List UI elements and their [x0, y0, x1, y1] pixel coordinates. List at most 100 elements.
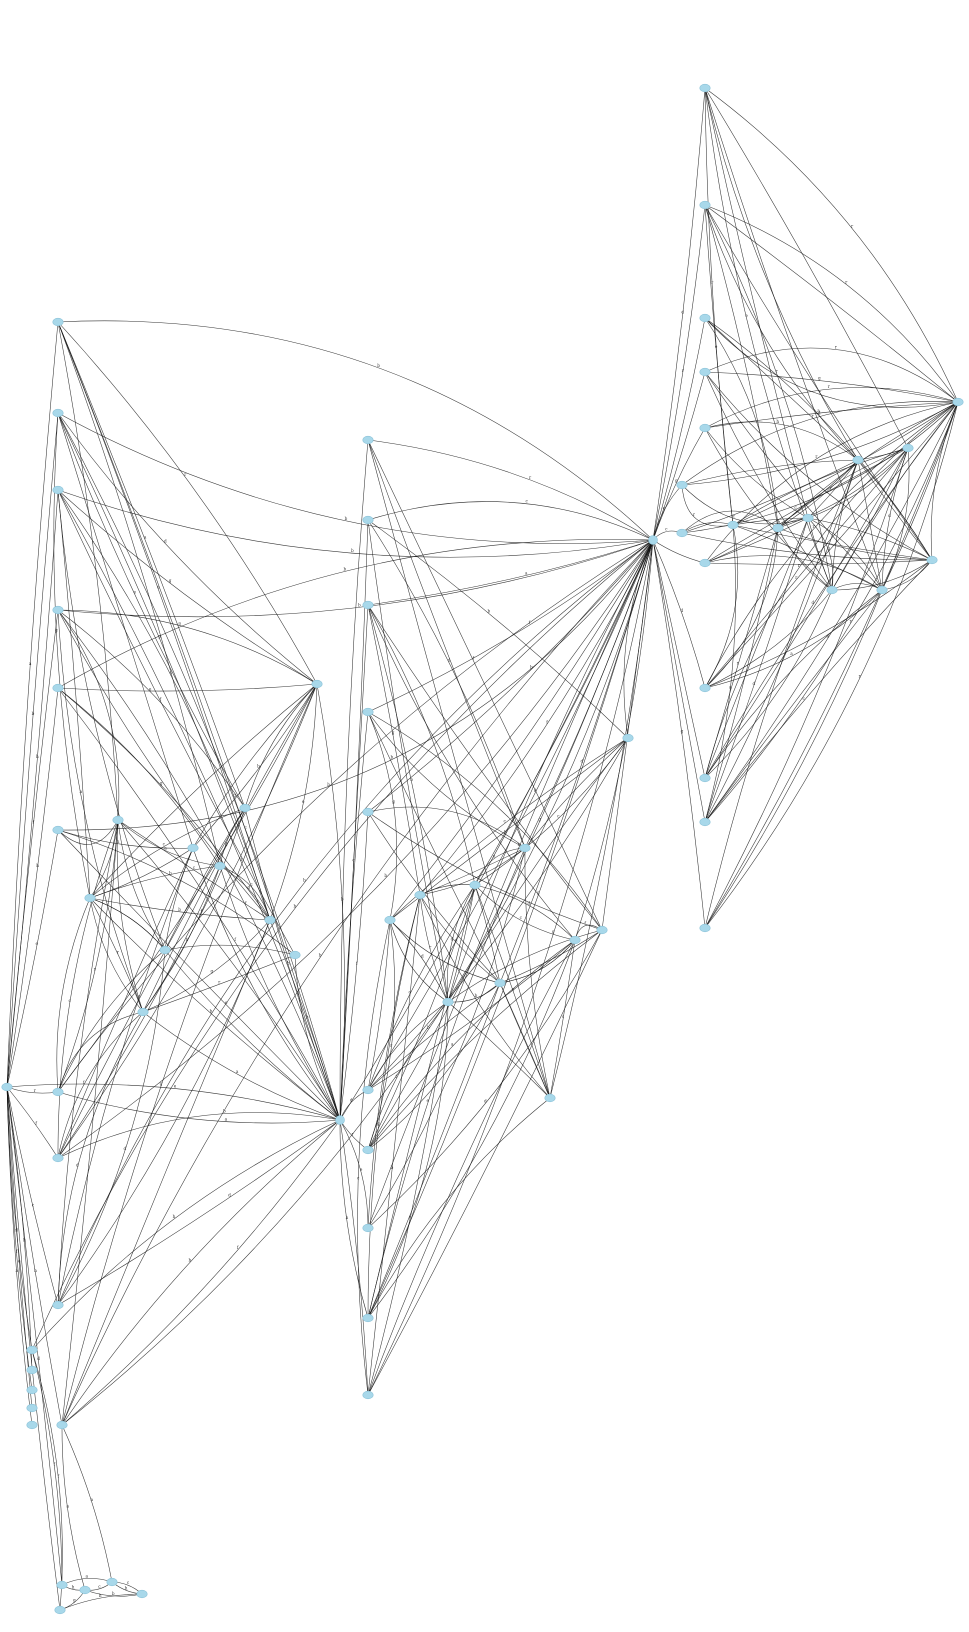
transition-edge — [61, 919, 271, 1426]
transition-edge — [31, 1119, 341, 1351]
edge-label: d — [350, 1097, 353, 1102]
transition-edge — [367, 539, 654, 1396]
transition-edge — [89, 897, 144, 1013]
state-node — [362, 707, 374, 717]
edge-label: c — [562, 1014, 565, 1019]
transition-edge — [367, 1001, 449, 1151]
state-node-shape — [699, 83, 711, 93]
transition-edge — [117, 819, 166, 951]
transition-edge — [57, 949, 166, 1093]
state-node-shape — [239, 803, 251, 813]
edge-label: r — [92, 540, 94, 545]
edge-label: h — [778, 520, 781, 525]
transition-edge — [652, 539, 706, 689]
edge-label: g — [552, 929, 555, 934]
edge-label: b — [112, 1591, 115, 1596]
edge-label: b — [210, 1009, 213, 1014]
transition-edge — [164, 944, 296, 956]
state-node-shape — [26, 1365, 38, 1375]
edge-label: r — [94, 967, 96, 972]
edge-label: d — [124, 1146, 127, 1151]
edge-label: f — [473, 656, 475, 661]
transition-edge — [57, 1112, 341, 1159]
edge-label: b — [319, 953, 322, 958]
transition-edge — [57, 1011, 144, 1306]
transition-edge — [681, 459, 859, 486]
edge-label: g — [225, 841, 228, 846]
state-node — [699, 423, 711, 433]
edge-label: a — [15, 1268, 18, 1273]
transition-edge — [857, 459, 933, 561]
edge-label: h — [117, 839, 120, 844]
edge-label: r — [795, 575, 797, 580]
state-node — [676, 528, 688, 538]
transition-edge — [777, 527, 833, 591]
state-node — [519, 843, 531, 853]
edge-label: r — [815, 454, 817, 459]
state-node-shape — [335, 1115, 345, 1125]
edge-label: c — [163, 842, 166, 847]
transition-edge — [57, 539, 654, 689]
transition-edge — [31, 1349, 63, 1586]
state-node — [52, 408, 64, 418]
transition-edge — [57, 687, 221, 867]
edge-label: d — [528, 900, 531, 905]
state-node-shape — [699, 558, 711, 568]
transition-edge — [142, 683, 318, 1013]
state-node-shape — [826, 585, 838, 595]
transition-edge — [447, 884, 476, 1003]
transition-edge — [446, 884, 476, 1003]
transition-edge — [652, 317, 706, 541]
transition-edge — [57, 829, 341, 1121]
transition-edge — [704, 204, 859, 461]
transition-edge — [777, 447, 909, 529]
transition-edge — [192, 847, 341, 1121]
edge-label: r — [812, 524, 814, 529]
transition-edge — [704, 401, 959, 779]
state-node — [362, 1223, 374, 1233]
transition-edge — [704, 317, 959, 408]
edge-label: e — [18, 1259, 21, 1264]
edge-label: b — [530, 664, 533, 669]
edge-label: r — [818, 549, 820, 554]
edge-label: a — [225, 1117, 228, 1122]
transition-edge — [31, 1349, 63, 1611]
edge-label: d — [818, 411, 821, 416]
transition-edge — [732, 524, 883, 591]
state-node — [362, 515, 374, 525]
edge-label: c — [526, 499, 529, 504]
state-node — [1, 1082, 13, 1092]
edge-label: r — [218, 979, 220, 984]
transition-edge — [6, 489, 59, 1088]
edge-label: g — [681, 729, 684, 734]
transition-edge — [57, 321, 271, 921]
edge-label: a — [66, 1503, 69, 1508]
state-node-shape — [544, 1093, 556, 1103]
transition-edge — [732, 517, 809, 526]
transition-edge — [807, 517, 883, 591]
transition-edge — [704, 401, 959, 779]
transition-edge — [704, 204, 933, 561]
edge-label: a — [164, 846, 167, 851]
transition-edge — [623, 539, 654, 739]
transition-edge — [57, 819, 119, 1159]
transition-edge — [704, 555, 883, 591]
transition-edge — [56, 897, 91, 1093]
edge-label: d — [448, 658, 451, 663]
edge-label: e — [427, 1098, 430, 1103]
state-node — [926, 555, 938, 565]
transition-edge — [807, 517, 933, 561]
transition-edge — [192, 683, 318, 849]
transition-edge — [6, 1086, 33, 1371]
transition-edge — [367, 711, 526, 849]
transition-edge — [704, 427, 833, 591]
edge-label: c — [250, 882, 253, 887]
edge-label: c — [193, 865, 196, 870]
transition-edge — [704, 204, 779, 529]
state-node — [52, 825, 64, 835]
edge-label: f — [356, 961, 358, 966]
state-node-shape — [362, 707, 374, 717]
transition-edge — [57, 412, 318, 685]
edge-label-layer: abhfherfchghfeadreraerdbgegdcbcfgdbaeafb… — [15, 223, 891, 1602]
transition-edge — [367, 501, 654, 541]
